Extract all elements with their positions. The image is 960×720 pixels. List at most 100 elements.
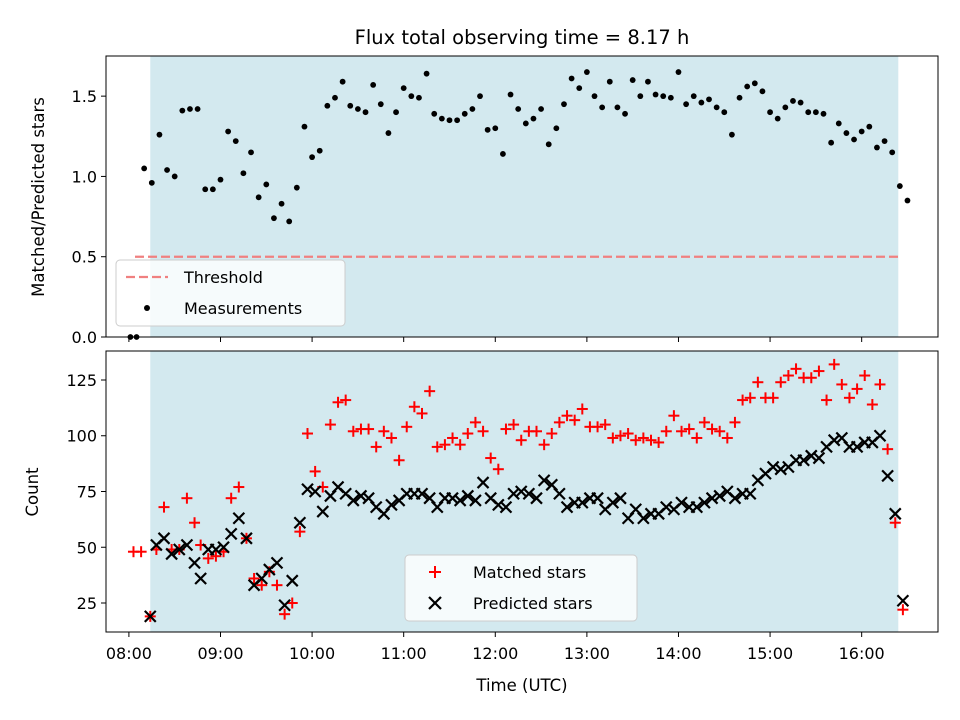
legend-measurements-label: Measurements [184, 299, 302, 318]
matched-star-point [500, 423, 512, 435]
matched-star-point [378, 425, 390, 437]
matched-stars-series [127, 358, 909, 622]
matched-star-point [424, 385, 436, 397]
predicted-star-point [316, 505, 330, 518]
measurement-point [377, 101, 384, 108]
matched-star-point [721, 432, 733, 444]
matched-star-point [836, 378, 848, 390]
predicted-star-point [446, 491, 459, 505]
bottom-legend-box [404, 554, 638, 622]
matched-star-point [233, 481, 245, 493]
predicted-star-point [301, 482, 314, 496]
top-x-ticks [128, 337, 863, 342]
matched-star-point [683, 423, 695, 435]
measurement-point [492, 125, 499, 132]
predicted-star-point [469, 494, 482, 507]
measurement-point [316, 147, 323, 154]
predicted-star-point [492, 498, 505, 512]
predicted-star-point [637, 511, 650, 525]
matched-star-point [477, 425, 489, 437]
matched-star-point [462, 428, 474, 440]
measurement-point [576, 85, 583, 92]
predicted-star-point [476, 476, 490, 489]
measurement-point [736, 94, 743, 101]
matched-star-point [158, 501, 170, 513]
legend-predicted-swatch [428, 596, 442, 610]
predicted-star-point [606, 496, 620, 509]
matched-star-point [828, 358, 840, 370]
legend-threshold-label: Threshold [183, 268, 263, 287]
matched-star-point [447, 432, 459, 444]
predicted-star-point [888, 507, 902, 521]
measurement-point [782, 104, 789, 111]
top-legend: Threshold Measurements [115, 259, 346, 327]
predicted-star-point [560, 500, 574, 514]
predicted-star-point [453, 494, 467, 507]
x-tick-label: 09:00 [197, 644, 243, 663]
measurement-point [255, 194, 262, 201]
predicted-star-point [827, 433, 841, 447]
measurement-point [293, 184, 300, 191]
matched-star-point [256, 579, 268, 591]
matched-star-point [202, 552, 214, 564]
measurement-point [812, 109, 819, 116]
matched-star-point [332, 396, 344, 408]
bottom-y-axis: 25 50 75 100 125 [66, 371, 106, 613]
measurement-point [370, 82, 377, 88]
x-axis-label: Time (UTC) [475, 676, 567, 695]
predicted-star-point [690, 500, 704, 514]
matched-star-point [851, 383, 863, 395]
measurement-point [790, 98, 796, 104]
matched-star-point [492, 463, 504, 475]
top-y-axis-label: Matched/Predicted stars [29, 97, 48, 297]
matched-star-point [790, 363, 802, 375]
matched-star-point [181, 492, 193, 504]
x-tick-label: 13:00 [564, 644, 610, 663]
chart-title: Flux total observing time = 8.17 h [355, 26, 690, 49]
predicted-star-point [143, 610, 157, 623]
measurement-point [225, 128, 232, 135]
matched-star-point [889, 517, 901, 529]
measurement-point [339, 78, 346, 85]
matched-star-point [882, 443, 894, 455]
measurement-point [706, 96, 712, 103]
matched-star-point [210, 550, 222, 562]
predicted-star-point [385, 498, 398, 512]
measurement-point [156, 131, 163, 138]
bottom-y-tick-label: 125 [66, 371, 97, 390]
measurement-point [148, 179, 155, 186]
x-tick-label: 08:00 [106, 644, 152, 663]
matched-star-point [363, 423, 375, 435]
measurement-point [461, 110, 468, 117]
measurement-point [217, 176, 224, 183]
x-tick-label: 15:00 [747, 644, 793, 663]
predicted-star-point [591, 491, 604, 505]
predicted-star-point [675, 496, 688, 509]
predicted-star-point [180, 538, 194, 552]
matched-star-point [416, 407, 428, 419]
matched-star-point [668, 410, 680, 422]
top-y-tick-label: 1.5 [72, 87, 97, 106]
matched-star-point [607, 432, 619, 444]
matched-star-point [622, 428, 634, 440]
measurement-point [683, 101, 690, 108]
matched-star-point [744, 392, 756, 404]
predicted-star-point [347, 494, 360, 507]
measurement-point [614, 104, 621, 111]
matched-star-point [653, 436, 665, 448]
matched-star-point [439, 439, 451, 451]
x-tick-label: 16:00 [839, 644, 885, 663]
measurement-point [500, 151, 506, 157]
measurement-point [263, 181, 270, 188]
bottom-y-tick-label: 50 [77, 538, 97, 557]
measurement-point [660, 93, 667, 100]
measurement-point [729, 131, 735, 138]
predicted-star-point [194, 572, 207, 585]
matched-star-point [706, 423, 718, 435]
measurement-point [629, 77, 636, 83]
measurement-point [904, 197, 911, 204]
predicted-star-point [659, 500, 673, 514]
matched-star-point [691, 432, 703, 444]
measurement-point [721, 109, 728, 116]
measurement-point [606, 78, 613, 85]
